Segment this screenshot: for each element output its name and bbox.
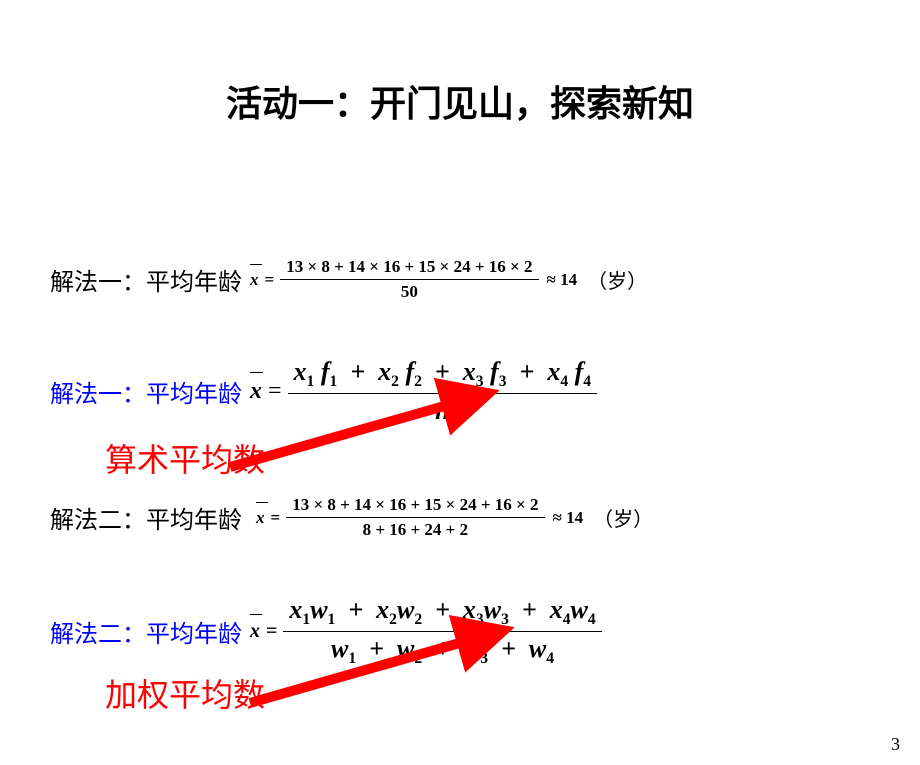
equation-row-4: 解法二：平均年龄 x = x1w1 + x2w2 + x3w3 + x4w4 w… bbox=[50, 593, 602, 670]
xbar-symbol: x bbox=[250, 270, 259, 290]
equation-row-2: 解法一：平均年龄 x = x1 f1 + x2 f2 + x3 f3 + x4 … bbox=[50, 355, 597, 428]
denominator-2: n bbox=[429, 394, 455, 428]
equation-row-1: 解法一：平均年龄 x = 13 × 8 + 14 × 16 + 15 × 24 … bbox=[50, 255, 647, 304]
denominator-3: 8 + 16 + 24 + 2 bbox=[357, 518, 475, 542]
denominator-1: 50 bbox=[395, 280, 424, 304]
equals-sign: = bbox=[271, 508, 281, 528]
fraction-1: 13 × 8 + 14 × 16 + 15 × 24 + 16 × 2 50 bbox=[280, 255, 538, 304]
denominator-4: w1 + w2 + w3 + w4 bbox=[325, 632, 560, 670]
xbar-symbol: x bbox=[256, 508, 265, 528]
equals-sign: = bbox=[265, 270, 275, 290]
approx-3: ≈ 14 bbox=[553, 508, 584, 528]
unit-1: （岁） bbox=[587, 265, 647, 294]
slide-title: 活动一：开门见山，探索新知 bbox=[0, 75, 920, 127]
equation-row-3: 解法二：平均年龄 x = 13 × 8 + 14 × 16 + 15 × 24 … bbox=[50, 493, 653, 542]
numerator-4: x1w1 + x2w2 + x3w3 + x4w4 bbox=[283, 593, 601, 631]
numerator-3: 13 × 8 + 14 × 16 + 15 × 24 + 16 × 2 bbox=[286, 493, 544, 517]
xbar-symbol: x bbox=[250, 620, 260, 643]
label-method2-numeric: 解法二：平均年龄 bbox=[50, 500, 242, 535]
label-method1-symbolic: 解法一：平均年龄 bbox=[50, 374, 242, 409]
callout-weighted-mean: 加权平均数 bbox=[105, 670, 265, 716]
equals-sign: = bbox=[266, 620, 277, 643]
equals-sign: = bbox=[268, 378, 282, 405]
numerator-1: 13 × 8 + 14 × 16 + 15 × 24 + 16 × 2 bbox=[280, 255, 538, 279]
page-number: 3 bbox=[891, 734, 900, 755]
fraction-2: x1 f1 + x2 f2 + x3 f3 + x4 f4 n bbox=[288, 355, 598, 428]
numerator-2: x1 f1 + x2 f2 + x3 f3 + x4 f4 bbox=[288, 355, 598, 393]
approx-1: ≈ 14 bbox=[547, 270, 578, 290]
callout-arithmetic-mean: 算术平均数 bbox=[105, 435, 265, 481]
label-method1-numeric: 解法一：平均年龄 bbox=[50, 262, 242, 297]
unit-3: （岁） bbox=[593, 503, 653, 532]
label-method2-symbolic: 解法二：平均年龄 bbox=[50, 614, 242, 649]
xbar-symbol: x bbox=[250, 378, 262, 405]
fraction-3: 13 × 8 + 14 × 16 + 15 × 24 + 16 × 2 8 + … bbox=[286, 493, 544, 542]
fraction-4: x1w1 + x2w2 + x3w3 + x4w4 w1 + w2 + w3 +… bbox=[283, 593, 601, 670]
